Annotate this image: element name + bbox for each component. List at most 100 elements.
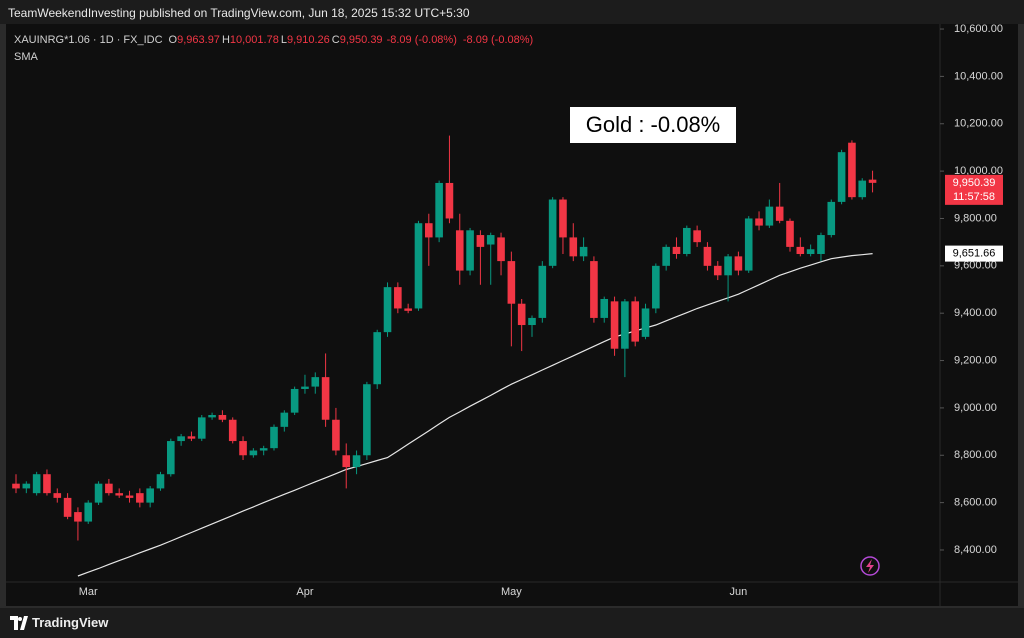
candle-body	[156, 474, 165, 489]
candle-body	[662, 246, 670, 266]
candle-body	[383, 287, 392, 333]
change: -8.09 (-0.08%)	[462, 34, 534, 46]
candle-body	[775, 206, 784, 221]
candle-body	[641, 308, 650, 337]
candle-body	[394, 287, 402, 309]
last-price-label: 9,950.39	[953, 177, 996, 189]
publisher: TeamWeekendInvesting published on Tradin…	[8, 6, 470, 20]
candle-body	[342, 455, 351, 468]
sma-line	[77, 253, 873, 577]
candle-body	[724, 256, 732, 276]
candle-body	[22, 483, 31, 489]
candle-body	[455, 230, 464, 271]
candle-body	[569, 237, 578, 257]
candle-body	[177, 436, 185, 442]
candle-body	[744, 218, 753, 271]
candle-body	[53, 493, 62, 498]
y-tick-label: 10,000.00	[954, 165, 1003, 177]
candle-body	[125, 495, 134, 498]
candle-body	[404, 308, 412, 311]
candle-body	[703, 246, 712, 266]
candle-body	[517, 303, 526, 326]
ohlc-value: 9,963.97	[177, 34, 220, 46]
y-tick-label: 8,600.00	[954, 497, 997, 509]
legend: XAUINRG*1.06 · 1D · FX_IDC O9,963.97 H10,0…	[14, 34, 533, 46]
x-tick-label: Mar	[79, 586, 98, 598]
candle-body	[610, 301, 619, 349]
y-tick-label: 8,400.00	[954, 544, 997, 556]
candle-body	[105, 483, 113, 494]
candle-body	[228, 419, 237, 442]
candle-body	[32, 474, 41, 494]
candle-body	[827, 201, 836, 236]
candle-body	[672, 246, 681, 254]
candle-body	[146, 488, 154, 503]
candle-body	[837, 152, 846, 202]
chart-frame	[6, 24, 1018, 606]
x-tick-label: May	[501, 586, 522, 598]
y-tick-label: 10,400.00	[954, 70, 1003, 82]
y-tick-label: 10,200.00	[954, 118, 1003, 130]
candle-body	[425, 223, 433, 238]
ohlc-key: H	[221, 34, 230, 46]
candle-body	[84, 502, 93, 522]
candle-body	[713, 265, 722, 276]
candle-body	[683, 227, 691, 254]
candle-body	[486, 235, 495, 245]
candle-body	[817, 235, 825, 254]
candle-body	[858, 180, 867, 198]
candle-body	[693, 230, 701, 243]
annotation-box	[570, 107, 736, 143]
sma-price-box	[945, 245, 1003, 262]
candle-body	[321, 377, 330, 420]
candle-body	[796, 246, 805, 254]
annotation: Gold : -0.08%	[586, 112, 721, 137]
sma-price-label: 9,651.66	[953, 248, 996, 260]
candle-body	[373, 332, 381, 385]
candle-body	[136, 493, 144, 503]
ohlc-key: C	[331, 34, 340, 46]
logo	[10, 616, 28, 630]
candle-body	[187, 436, 196, 439]
y-tick-label: 9,800.00	[954, 212, 997, 224]
y-tick-label: 8,800.00	[954, 449, 997, 461]
candle-body	[12, 483, 20, 489]
candle-body	[363, 384, 371, 456]
candle-body	[414, 223, 423, 309]
last-price-box	[945, 174, 1003, 205]
candle-body	[848, 142, 856, 198]
candle-body	[631, 301, 639, 342]
x-tick-label: Apr	[296, 586, 313, 598]
candle-body	[538, 265, 547, 318]
candle-body	[600, 298, 609, 318]
alert-icon-bolt	[866, 559, 874, 573]
candle-body	[548, 199, 557, 266]
y-tick-label: 9,200.00	[954, 354, 997, 366]
candle-body	[435, 182, 443, 238]
candle-body	[445, 182, 454, 219]
candle-body	[579, 246, 588, 257]
alert-icon[interactable]	[860, 556, 880, 576]
candle-body	[765, 206, 774, 226]
ohlc-key: O	[168, 34, 178, 46]
candle-body	[590, 261, 598, 318]
candle-body	[507, 261, 516, 304]
candle-body	[786, 220, 794, 247]
candle-body	[332, 419, 340, 451]
ohlc-value: 9,910.26	[286, 34, 330, 46]
candle-body	[734, 256, 743, 271]
candle-body	[301, 386, 309, 389]
candle-body	[652, 265, 660, 309]
candle-body	[280, 412, 289, 427]
y-tick-label: 9,000.00	[954, 402, 997, 414]
y-tick-label: 9,600.00	[954, 260, 997, 272]
ohlc-value: 10,001.78	[229, 34, 279, 46]
candle-body	[621, 301, 629, 349]
candle-body	[755, 218, 763, 226]
publish-bar: TeamWeekendInvesting published on Tradin…	[0, 0, 1024, 24]
candle-body	[43, 474, 51, 494]
y-tick-label: 10,600.00	[954, 23, 1003, 35]
candle-body	[115, 493, 123, 496]
